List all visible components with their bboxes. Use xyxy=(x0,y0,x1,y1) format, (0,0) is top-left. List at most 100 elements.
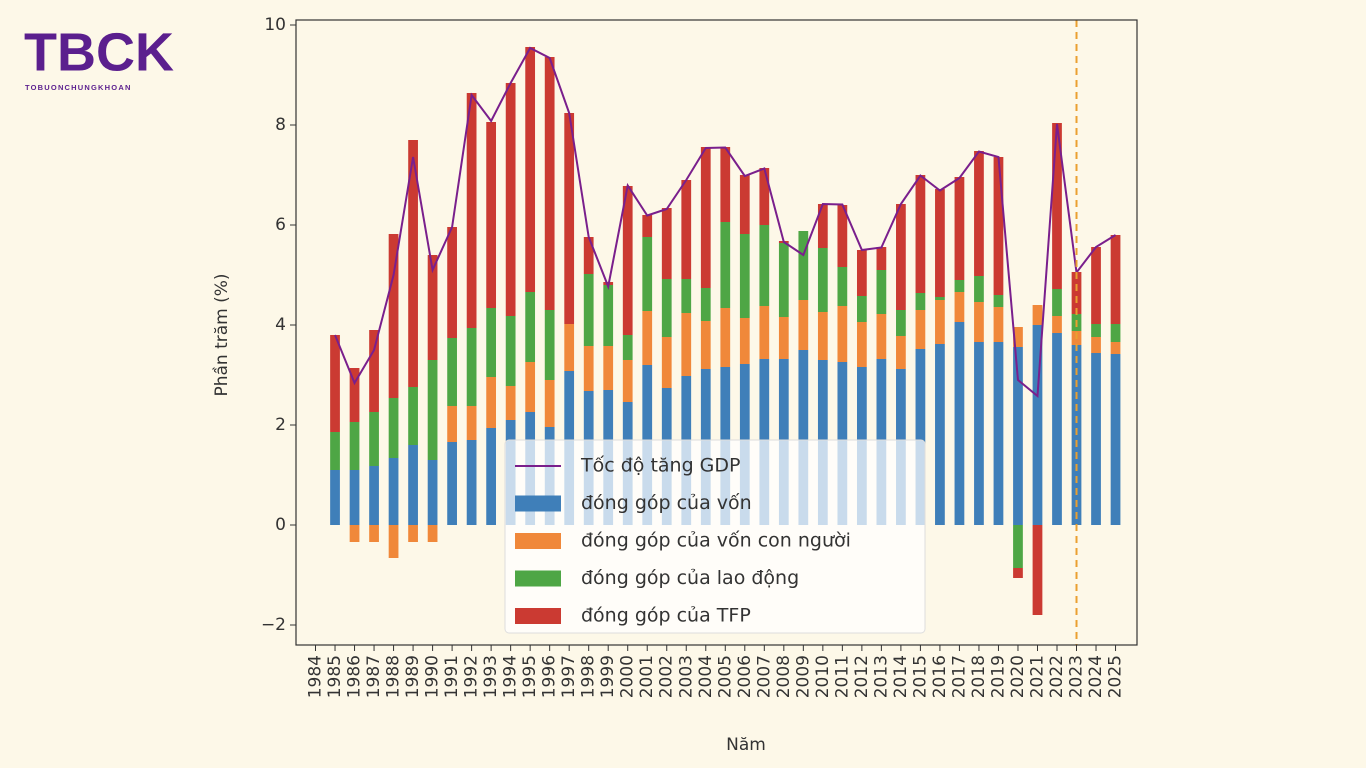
bar xyxy=(876,270,887,314)
bar xyxy=(1013,327,1023,347)
x-tick-label: 2016 xyxy=(930,655,950,698)
bar xyxy=(915,310,926,349)
legend-swatch xyxy=(515,608,561,624)
x-tick-label: 2002 xyxy=(657,655,677,698)
bar xyxy=(896,336,906,369)
bar xyxy=(720,222,731,308)
bar xyxy=(1110,235,1121,324)
bar xyxy=(759,306,770,359)
bar xyxy=(1091,324,1101,337)
bar xyxy=(622,335,633,360)
bar xyxy=(935,344,945,525)
bar xyxy=(935,297,945,300)
bar xyxy=(486,122,497,308)
x-tick-label: 2010 xyxy=(813,655,833,698)
bar xyxy=(1032,525,1043,615)
bar xyxy=(603,285,614,346)
bar xyxy=(739,234,750,318)
x-tick-label: 2020 xyxy=(1008,655,1028,698)
x-tick-label: 1993 xyxy=(481,655,501,698)
bar xyxy=(681,313,692,376)
bar xyxy=(486,377,497,428)
x-tick-label: 1984 xyxy=(306,655,326,698)
bar xyxy=(642,311,653,365)
bar xyxy=(1091,337,1101,353)
x-tick-label: 2014 xyxy=(891,655,911,698)
bar xyxy=(369,412,379,466)
bar xyxy=(505,83,516,316)
bar xyxy=(466,93,477,328)
x-tick-label: 2013 xyxy=(871,655,891,698)
bar xyxy=(544,380,555,427)
bar xyxy=(1071,272,1082,314)
bar xyxy=(896,310,906,336)
bar xyxy=(993,342,1004,525)
bar xyxy=(447,442,457,525)
logo-tagline: TOBUONCHUNGKHOAN xyxy=(25,83,132,92)
bar xyxy=(427,255,438,360)
bar xyxy=(349,525,360,542)
bar xyxy=(427,460,438,525)
bar xyxy=(993,307,1004,342)
bar xyxy=(349,368,360,422)
bar xyxy=(954,322,965,525)
bar xyxy=(349,422,360,470)
bar xyxy=(1110,354,1121,525)
bar xyxy=(1091,247,1101,324)
bar xyxy=(642,215,653,237)
bar xyxy=(1052,289,1062,316)
bar xyxy=(1013,347,1023,525)
bar xyxy=(759,225,770,306)
legend-swatch xyxy=(515,533,561,549)
x-tick-label: 1994 xyxy=(501,655,521,698)
x-tick-label: 2023 xyxy=(1067,655,1087,698)
y-tick-label: 8 xyxy=(275,115,286,135)
bar xyxy=(954,177,965,280)
bar xyxy=(700,147,711,288)
bar xyxy=(564,113,575,324)
bar xyxy=(700,288,711,321)
bar xyxy=(447,227,457,338)
bar xyxy=(974,302,984,342)
bar xyxy=(1013,525,1023,568)
bar xyxy=(330,432,340,470)
bar xyxy=(408,140,418,387)
x-axis-label: Năm xyxy=(726,735,766,755)
x-tick-label: 2012 xyxy=(852,655,872,698)
logo: TBCK xyxy=(24,22,174,82)
bar xyxy=(954,280,965,292)
bar xyxy=(369,330,379,412)
x-tick-label: 2000 xyxy=(618,655,638,698)
bar xyxy=(1013,568,1023,578)
legend-label: đóng góp của TFP xyxy=(581,605,751,627)
bar xyxy=(739,175,750,234)
bar xyxy=(720,147,731,222)
bar xyxy=(525,362,536,412)
x-tick-label: 2005 xyxy=(715,655,735,698)
bar xyxy=(739,318,750,364)
bar xyxy=(408,445,418,525)
x-tick-label: 1997 xyxy=(559,655,579,698)
bar xyxy=(1091,353,1101,525)
legend-swatch xyxy=(515,495,561,512)
bar xyxy=(1032,325,1043,525)
y-tick-label: 0 xyxy=(275,515,286,535)
bar xyxy=(427,525,438,542)
legend-box xyxy=(504,439,926,634)
x-tick-label: 2006 xyxy=(735,655,755,698)
x-tick-label: 1995 xyxy=(520,655,540,698)
bar xyxy=(369,466,379,525)
x-tick-label: 1985 xyxy=(325,655,345,698)
bar xyxy=(661,208,672,279)
bar xyxy=(1110,342,1121,354)
bar xyxy=(525,292,536,362)
bar xyxy=(817,312,828,360)
bar xyxy=(388,398,399,458)
bar xyxy=(759,168,770,225)
bar xyxy=(817,204,828,248)
bar xyxy=(935,189,945,297)
bar xyxy=(993,295,1004,307)
bar xyxy=(681,180,692,279)
